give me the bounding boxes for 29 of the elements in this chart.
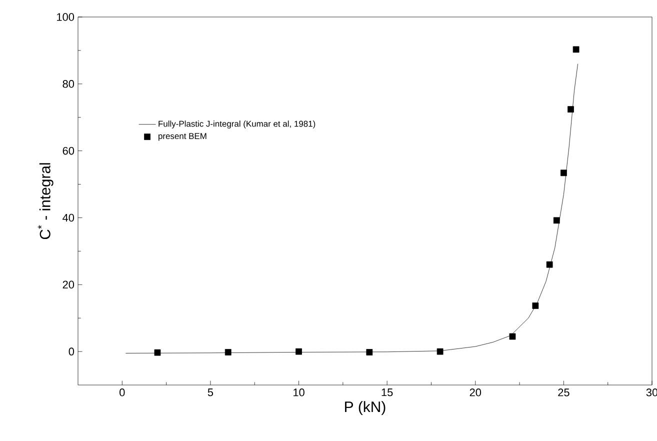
- point: [568, 106, 574, 113]
- y-tick-label: 0: [68, 348, 74, 356]
- point: [436, 348, 444, 355]
- x-tick-label: 5: [208, 388, 214, 396]
- y-tick-label: 40: [62, 214, 74, 222]
- x-axis-title: P (kN): [345, 401, 386, 416]
- x-tick-label: 10: [294, 388, 304, 396]
- legend-label: Fully-Plastic J-integral (Kumar et al, 1981): [158, 120, 316, 128]
- y-tick-label: 80: [62, 80, 74, 88]
- x-tick-label: 15: [382, 388, 393, 396]
- line-series: [125, 64, 578, 354]
- y-tick-label: 60: [62, 146, 74, 155]
- point: [546, 261, 553, 268]
- point: [553, 217, 560, 224]
- y-axis-title: C$^{*}$ - integral: [38, 163, 54, 240]
- point: [509, 333, 516, 340]
- point: [560, 170, 567, 176]
- point: [572, 46, 580, 53]
- point: [154, 349, 161, 356]
- point: [296, 348, 302, 355]
- point: [366, 349, 373, 356]
- x-tick-label: 0: [120, 388, 125, 396]
- point: [532, 302, 539, 309]
- point: [224, 349, 232, 356]
- y-tick-label: 100: [57, 13, 74, 21]
- x-tick-label: 25: [558, 388, 570, 396]
- y-tick-label: 20: [62, 280, 74, 289]
- legend-label: present BEM: [158, 133, 206, 141]
- x-tick-label: 20: [470, 388, 482, 396]
